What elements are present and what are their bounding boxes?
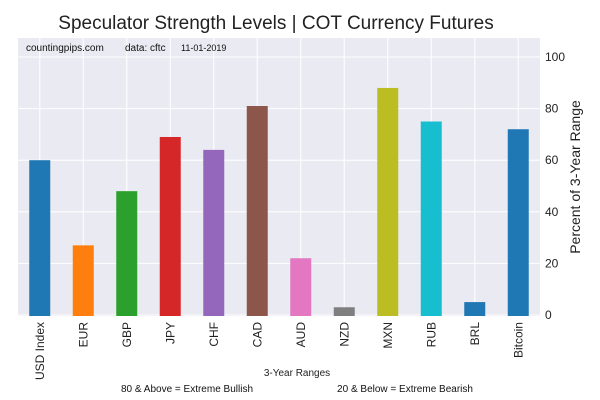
bar-jpy [159, 136, 181, 316]
x-axis-label: 3-Year Ranges [264, 368, 330, 379]
x-tick-label: CHF [207, 322, 221, 347]
y-axis-label: Percent of 3-Year Range [567, 100, 583, 254]
bar-aud [290, 258, 312, 316]
x-tick-label: MXN [381, 322, 395, 349]
bar-rub [420, 121, 442, 316]
y-tick-label: 100 [545, 50, 565, 64]
bar-eur [72, 245, 94, 316]
bar-chf [203, 149, 225, 316]
chart-title: Speculator Strength Levels | COT Currenc… [58, 13, 493, 34]
x-tick-label: AUD [294, 322, 308, 348]
plot-area [18, 38, 540, 316]
footnote-bearish: 20 & Below = Extreme Bearish [337, 384, 473, 395]
x-tick-label: GBP [120, 322, 134, 347]
annotation-source: countingpips.com [26, 43, 104, 54]
bar-brl [464, 302, 486, 316]
y-tick-label: 0 [545, 308, 552, 322]
y-tick-label: 20 [545, 256, 559, 270]
x-tick-label: JPY [163, 322, 177, 344]
annotation-date: 11-01-2019 [181, 43, 226, 53]
footnote-bullish: 80 & Above = Extreme Bullish [121, 384, 253, 395]
y-tick-label: 60 [545, 153, 559, 167]
x-tick-label: CAD [250, 322, 264, 348]
bar-bitcoin [507, 129, 529, 316]
bar-usd-index [29, 160, 51, 316]
bar-nzd [333, 307, 355, 316]
bar-cad [246, 106, 268, 317]
annotation-data: data: cftc [125, 43, 166, 54]
x-tick-label: Bitcoin [511, 322, 525, 358]
y-tick-label: 40 [545, 205, 559, 219]
x-tick-label: BRL [468, 322, 482, 346]
bar-mxn [377, 87, 399, 317]
x-tick-label: EUR [76, 322, 90, 348]
x-tick-label: RUB [424, 322, 438, 347]
x-tick-label: USD Index [33, 322, 47, 380]
y-tick-label: 80 [545, 102, 559, 116]
x-tick-label: NZD [337, 322, 351, 347]
bar-gbp [116, 191, 138, 316]
